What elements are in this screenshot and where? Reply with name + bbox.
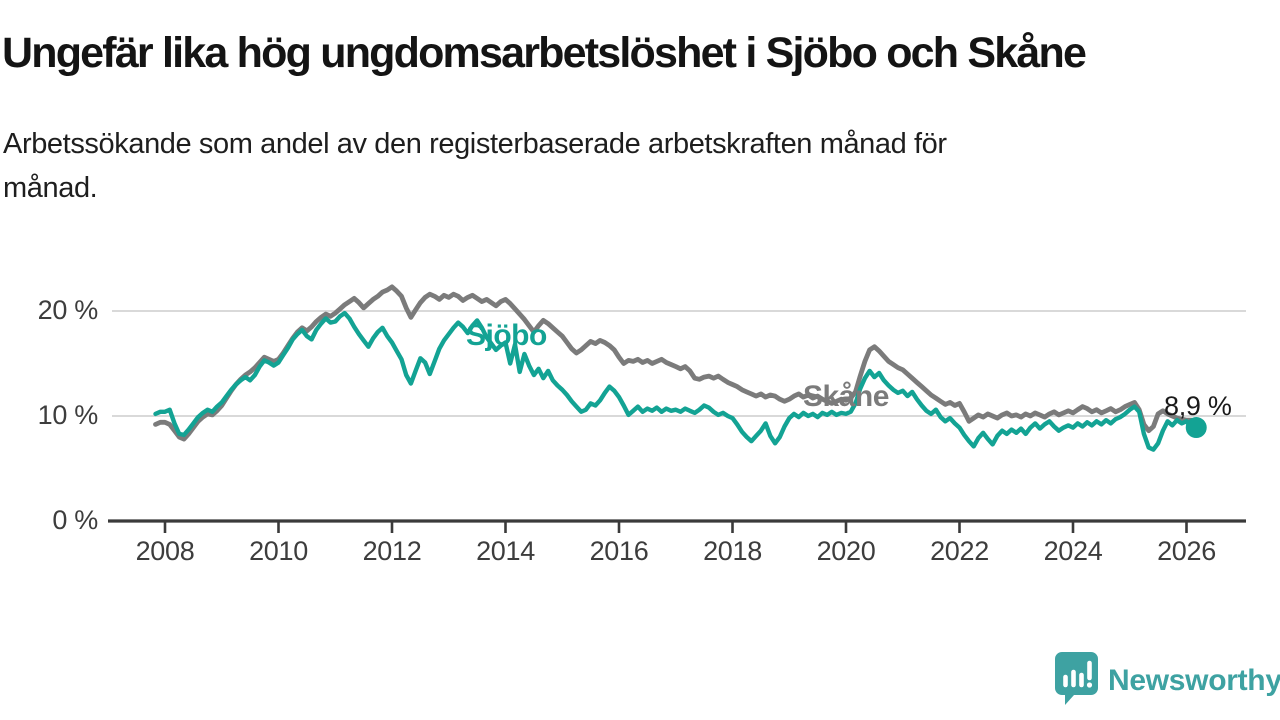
x-tick-label: 2020 — [816, 536, 876, 566]
chart-title: Ungefär lika hög ungdomsarbetslöshet i S… — [2, 29, 1087, 77]
chart-subtitle-line2: månad. — [3, 172, 98, 204]
x-tick-label: 2024 — [1043, 536, 1103, 566]
x-tick-label: 2018 — [703, 536, 762, 566]
series-line-skne — [153, 284, 1194, 442]
newsworthy-bubble-icon — [1055, 652, 1098, 705]
x-tick-label: 2014 — [476, 536, 535, 566]
y-tick-label: 10 % — [37, 400, 99, 430]
latest-value-label: 8,9 % — [1164, 391, 1232, 421]
x-tick-label: 2012 — [362, 536, 422, 566]
latest-value-dot — [1185, 417, 1207, 439]
x-tick-label: 2010 — [249, 536, 308, 566]
chart-subtitle-line1: Arbetssökande som andel av den registerb… — [3, 128, 947, 160]
y-tick-label: 0 % — [52, 505, 98, 535]
newsworthy-logo: Newsworthy — [1054, 651, 1280, 707]
x-tick-label: 2008 — [135, 536, 195, 566]
series-label-sjobo: Sjöbo — [466, 319, 547, 352]
series-label-skane: Skåne — [803, 380, 889, 413]
x-tick-label: 2016 — [589, 536, 649, 566]
series-line-sjbo — [153, 310, 1194, 452]
newsworthy-wordmark: Newsworthy — [1108, 664, 1280, 697]
y-tick-label: 20 % — [37, 295, 99, 325]
x-tick-label: 2022 — [930, 536, 989, 566]
x-tick-label: 2026 — [1157, 536, 1216, 566]
chart-subtitle: Arbetssökande som andel av den registerb… — [3, 122, 1203, 210]
